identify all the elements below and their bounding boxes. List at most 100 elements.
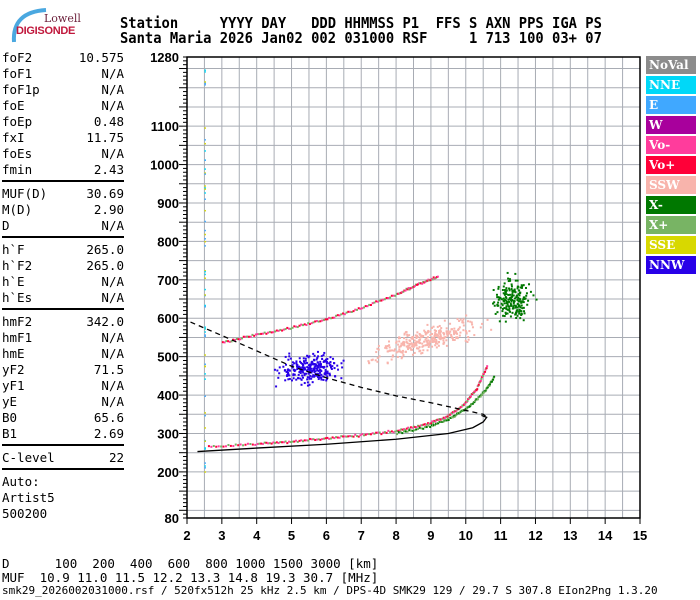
o-lower-point [441, 417, 444, 420]
x-minus-spread-point [505, 302, 508, 305]
ssw-spread-point [431, 345, 434, 348]
ssw-spread-point [398, 345, 401, 348]
param-name: hmE [2, 346, 25, 361]
x-minus-spread-point [503, 315, 506, 318]
x-lower-point [484, 389, 487, 392]
nnw-spread-point [333, 367, 336, 370]
x-minus-spread-point [525, 292, 528, 295]
noise-point [204, 331, 206, 333]
x-minus-spread-point [515, 296, 518, 299]
o-lower-point [281, 441, 284, 444]
x-minus-spread-point [505, 289, 508, 292]
x-minus-spread-point [535, 298, 538, 301]
o-upper-point [277, 329, 280, 332]
ssw-spread-point [458, 319, 461, 322]
o-upper-point [270, 331, 273, 334]
x-minus-spread-point [516, 298, 519, 301]
ssw-spread-point [376, 360, 379, 363]
noise-point [204, 447, 206, 449]
nnw-spread-point [320, 376, 323, 379]
ssw-spread-point [466, 340, 469, 343]
o-lower-point [416, 424, 419, 427]
ssw-spread-point [387, 350, 390, 353]
o-lower-point [322, 437, 325, 440]
x-minus-spread-point [512, 305, 515, 308]
param-value: N/A [101, 146, 124, 161]
x-minus-spread-point [514, 279, 517, 282]
ssw-spread-point [421, 335, 424, 338]
noise-point [204, 127, 206, 129]
o-upper-point [354, 308, 357, 311]
o-upper-point [275, 329, 278, 332]
ssw-spread-point [424, 331, 427, 334]
param-row: C-level 22 [2, 450, 124, 466]
digisonde-logo: Lowell DIGISONDE [4, 4, 114, 44]
ssw-spread-point [418, 339, 421, 342]
o-lower-point [267, 442, 270, 445]
x-minus-spread-point [503, 307, 506, 310]
ssw-spread-point [421, 351, 424, 354]
header-labels: Station YYYY DAY DDD HHMMSS P1 FFS S AXN… [120, 14, 602, 32]
o-upper-point [361, 307, 364, 310]
o-lower-point [389, 431, 392, 434]
ssw-spread-point [401, 349, 404, 352]
o-upper-point [340, 313, 343, 316]
param-row: h`F2 265.0 [2, 258, 124, 274]
o-lower-point [345, 435, 348, 438]
nnw-spread-point [302, 371, 305, 374]
param-name: B0 [2, 410, 18, 425]
x-lower-point [473, 401, 476, 404]
ssw-spread-point [393, 349, 396, 352]
o-upper-point [409, 287, 412, 290]
ssw-spread-point [446, 332, 449, 335]
o-upper-point [295, 325, 298, 328]
o-lower-point [369, 433, 372, 436]
nnw-spread-point [307, 356, 310, 359]
o-upper-point [368, 303, 371, 306]
x-minus-spread-point [497, 301, 500, 304]
nnw-spread-point [306, 378, 309, 381]
ssw-spread-point [375, 351, 378, 354]
nnw-spread-point [290, 379, 293, 382]
ssw-spread-point [442, 331, 445, 334]
param-row: B0 65.6 [2, 410, 124, 426]
x-minus-spread-point [511, 307, 514, 310]
o-upper-point [227, 340, 230, 343]
x-lower-point [436, 422, 439, 425]
o-upper-point [296, 326, 299, 329]
ssw-spread-point [416, 335, 419, 338]
o-lower-point [293, 440, 296, 443]
ssw-spread-point [390, 358, 393, 361]
ssw-spread-point [437, 344, 440, 347]
ssw-spread-point [411, 343, 414, 346]
x-minus-spread-point [505, 293, 508, 296]
ssw-spread-point [386, 345, 389, 348]
ssw-spread-point [486, 318, 489, 321]
ssw-spread-point [459, 318, 462, 321]
ssw-spread-point [426, 341, 429, 344]
x-minus-spread-point [510, 300, 513, 303]
ssw-spread-point [453, 338, 456, 341]
param-name: foF1 [2, 66, 33, 81]
param-row: B1 2.69 [2, 426, 124, 442]
x-lower-point [443, 419, 446, 422]
param-value: 342.0 [86, 314, 124, 329]
nnw-spread-point [328, 362, 331, 365]
o-lower-point [404, 428, 407, 431]
o-lower-point [343, 435, 346, 438]
y-tick-label: 1000 [150, 158, 179, 173]
x-lower-point [488, 384, 491, 387]
o-lower-point [382, 431, 385, 434]
o-upper-point [357, 307, 360, 310]
nnw-spread-point [312, 352, 315, 355]
o-lower-point [349, 435, 352, 438]
noise-point [204, 365, 206, 368]
noise-point [204, 467, 206, 469]
o-lower-point [398, 429, 401, 432]
o-lower-point [428, 422, 431, 425]
o-lower-point [429, 422, 432, 425]
nnw-spread-point [292, 377, 295, 380]
ssw-spread-point [440, 337, 443, 340]
x-minus-spread-point [511, 311, 514, 314]
o-upper-point [394, 294, 397, 297]
